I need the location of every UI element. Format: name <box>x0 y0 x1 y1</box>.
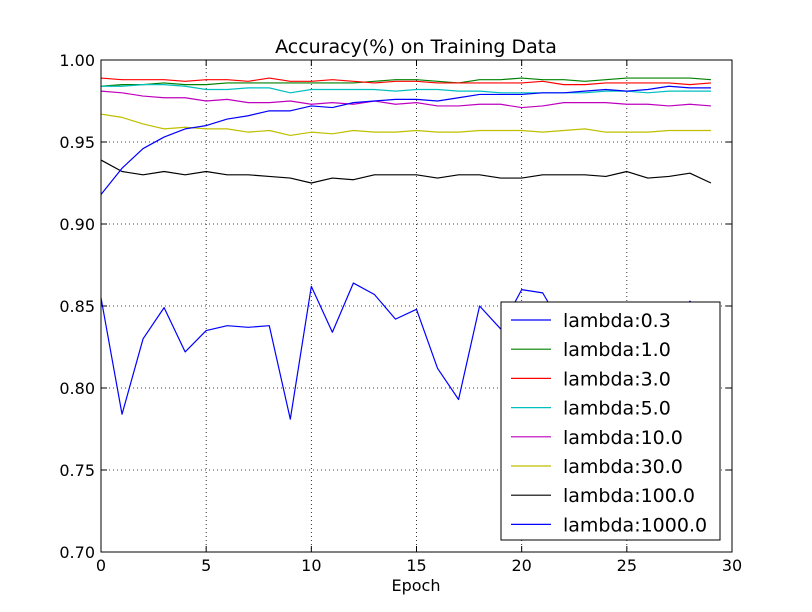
series-line-7 <box>100 85 711 195</box>
y-tick-label: 1.00 <box>59 51 95 70</box>
y-tick-label: 0.70 <box>59 543 95 562</box>
x-tick-label: 10 <box>301 556 321 575</box>
chart-title: Accuracy(%) on Training Data <box>275 36 557 58</box>
x-axis-label: Epoch <box>392 576 441 595</box>
legend-label: lambda:1000.0 <box>563 514 707 536</box>
y-tick-label: 0.85 <box>59 297 95 316</box>
series-line-5 <box>100 113 711 137</box>
series-lines <box>100 77 712 420</box>
x-tick-label: 25 <box>617 556 637 575</box>
series-line-1 <box>100 77 712 87</box>
x-tick-label: 15 <box>406 556 426 575</box>
series-line-2 <box>100 77 712 86</box>
legend-label: lambda:30.0 <box>563 456 683 478</box>
y-tick-label: 0.80 <box>59 379 95 398</box>
legend-label: lambda:3.0 <box>563 368 671 390</box>
legend-label: lambda:5.0 <box>563 398 671 420</box>
legend-label: lambda:0.3 <box>563 310 671 332</box>
x-tick-label: 5 <box>201 556 211 575</box>
y-tick-label: 0.95 <box>59 133 95 152</box>
y-tick-label: 0.75 <box>59 461 95 480</box>
legend-label: lambda:10.0 <box>563 427 683 449</box>
legend-box <box>500 301 721 541</box>
legend-label: lambda:100.0 <box>563 485 695 507</box>
x-tick-label: 0 <box>96 556 106 575</box>
legend-label: lambda:1.0 <box>563 339 671 361</box>
x-tick-label: 30 <box>722 556 742 575</box>
axis-ticks: 0 5 10 15 20 25 30 0.70 0.75 0.80 0.85 0.90 0.95 1.00 <box>59 51 742 575</box>
series-line-4 <box>100 90 712 109</box>
y-tick-label: 0.90 <box>59 215 95 234</box>
legend: lambda:0.3 lambda:1.0 lambda:3.0 lambda:5.0… <box>500 301 721 541</box>
series-line-3 <box>101 83 711 94</box>
x-tick-label: 20 <box>511 556 531 575</box>
series-line-6 <box>100 159 712 184</box>
